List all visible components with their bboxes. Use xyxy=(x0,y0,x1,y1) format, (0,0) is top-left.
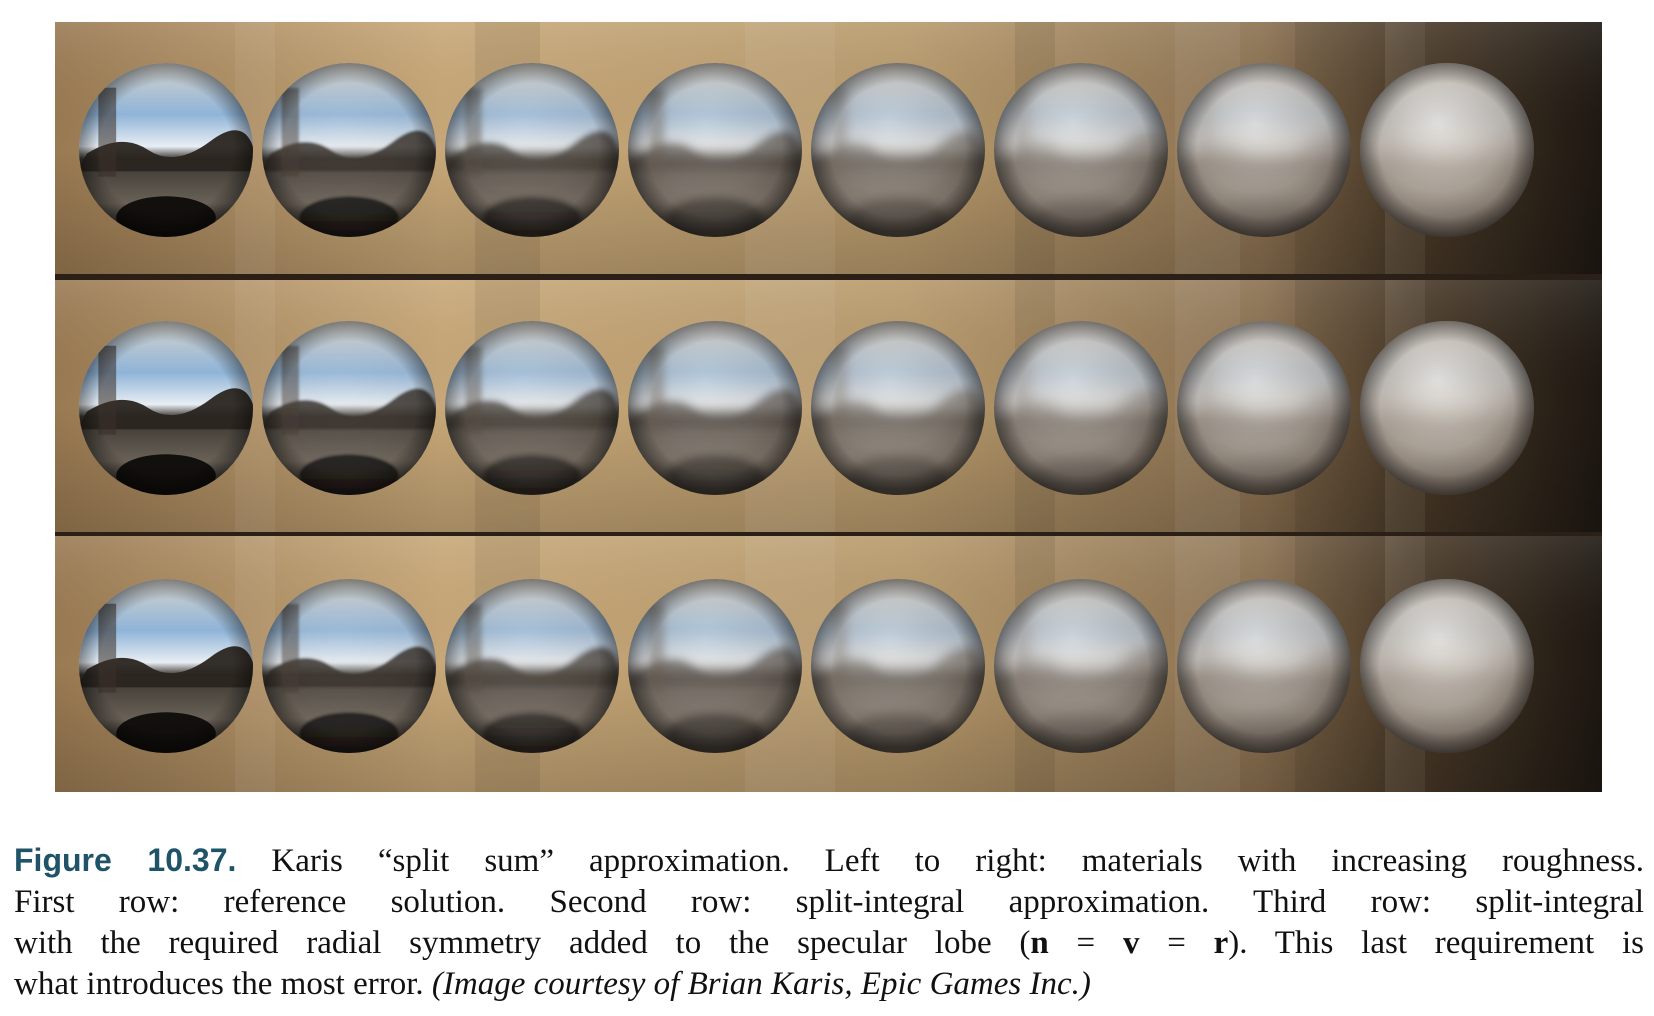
material-sphere xyxy=(77,319,255,497)
material-sphere xyxy=(809,577,987,755)
caption-line-4: what introduces the most error. (Image c… xyxy=(14,964,1644,1005)
material-sphere xyxy=(1175,319,1353,497)
material-sphere xyxy=(626,319,804,497)
material-sphere xyxy=(1358,577,1536,755)
image-credit: (Image courtesy of Brian Karis, Epic Gam… xyxy=(431,966,1091,1002)
material-sphere xyxy=(992,319,1170,497)
math-v: v xyxy=(1122,925,1140,961)
material-sphere xyxy=(809,319,987,497)
caption-text: ). This last requirement is xyxy=(1228,925,1644,961)
material-sphere xyxy=(992,577,1170,755)
material-sphere xyxy=(626,577,804,755)
material-sphere xyxy=(443,61,621,239)
row-split-integral xyxy=(55,280,1602,532)
math-equals: = xyxy=(1139,925,1214,961)
material-sphere xyxy=(260,319,438,497)
material-sphere xyxy=(260,577,438,755)
row-split-integral-radial xyxy=(55,536,1602,792)
material-sphere xyxy=(1358,61,1536,239)
caption-text: Karis “split sum” approximation. Left to… xyxy=(271,843,1645,879)
material-sphere xyxy=(77,61,255,239)
material-sphere xyxy=(260,61,438,239)
caption-line-1: Figure 10.37. Karis “split sum” approxim… xyxy=(14,840,1644,882)
math-r: r xyxy=(1213,925,1229,961)
figure-label: Figure 10.37. xyxy=(14,842,237,878)
caption-text: what introduces the most error. xyxy=(14,966,424,1002)
caption-text: with the required radial symmetry added … xyxy=(14,925,1031,961)
material-sphere xyxy=(77,577,255,755)
material-sphere xyxy=(443,319,621,497)
sphere-comparison-figure xyxy=(55,22,1602,792)
math-n: n xyxy=(1030,925,1049,961)
material-sphere xyxy=(1358,319,1536,497)
material-sphere xyxy=(1175,577,1353,755)
row-reference xyxy=(55,22,1602,274)
caption-line-3: with the required radial symmetry added … xyxy=(14,923,1644,964)
material-sphere xyxy=(1175,61,1353,239)
material-sphere xyxy=(809,61,987,239)
figure-caption: Figure 10.37. Karis “split sum” approxim… xyxy=(14,840,1644,1005)
material-sphere xyxy=(626,61,804,239)
math-equals: = xyxy=(1048,925,1123,961)
caption-line-2: First row: reference solution. Second ro… xyxy=(14,884,1644,920)
material-sphere xyxy=(443,577,621,755)
material-sphere xyxy=(992,61,1170,239)
